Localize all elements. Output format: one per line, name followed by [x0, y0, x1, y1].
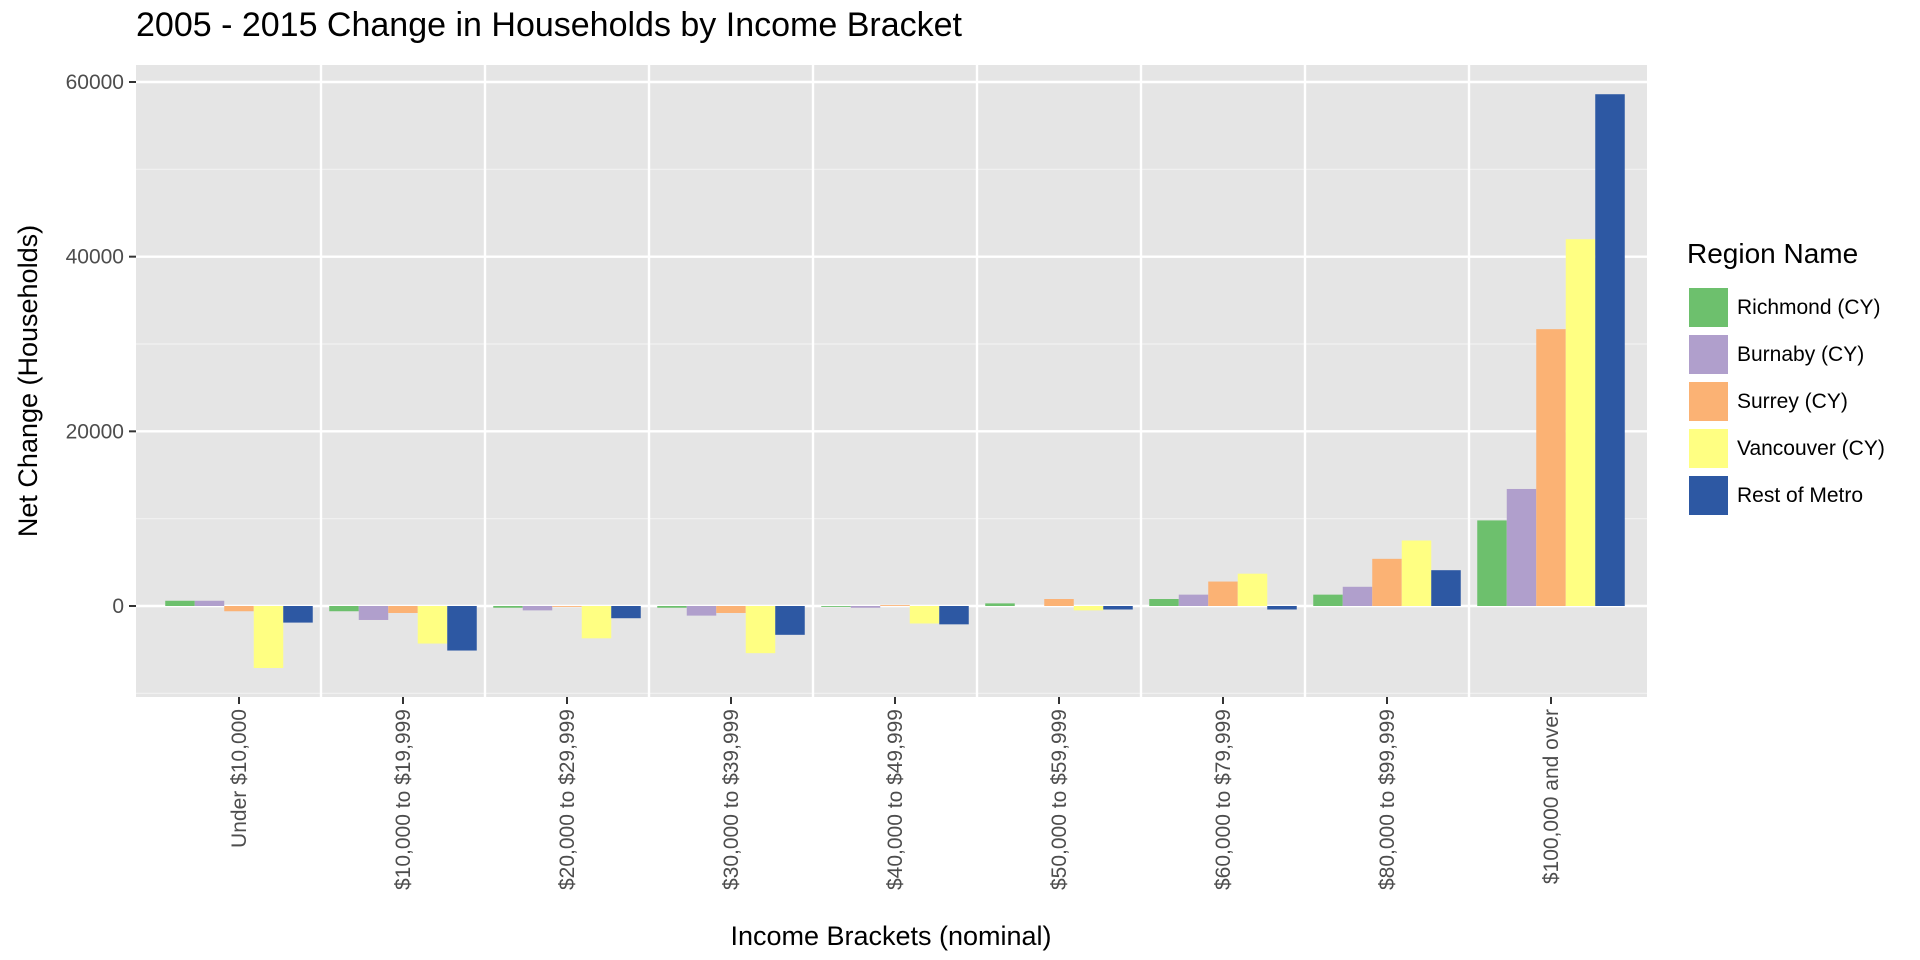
- legend-item: Vancouver (CY): [1687, 425, 1885, 472]
- legend-title: Region Name: [1687, 238, 1859, 269]
- bar: [850, 606, 881, 608]
- legend-item: Rest of Metro: [1687, 472, 1885, 519]
- legend-key: [1687, 286, 1730, 329]
- bar: [775, 606, 805, 635]
- legend-key: [1687, 474, 1730, 517]
- y-tick-label: 0: [112, 595, 124, 618]
- bar: [880, 605, 910, 606]
- y-axis: 0 20000 40000 60000: [66, 71, 136, 618]
- bar: [552, 606, 582, 607]
- bar: [253, 606, 284, 669]
- bar: [581, 606, 612, 639]
- bar: [985, 603, 1015, 606]
- x-axis: Under $10,000 $10,000 to $19,999 $20,000 t…: [228, 697, 1563, 890]
- bar: [1208, 581, 1238, 606]
- y-tick-label: 60000: [66, 71, 124, 94]
- legend-label: Burnaby (CY): [1737, 342, 1865, 366]
- bar: [745, 606, 776, 654]
- bar: [909, 606, 940, 624]
- bar: [611, 606, 641, 619]
- bar: [1431, 570, 1461, 606]
- legend-item: Surrey (CY): [1687, 378, 1885, 425]
- bar: [1073, 606, 1104, 611]
- x-tick-label: $60,000 to $79,999: [1212, 709, 1235, 890]
- bar: [447, 606, 477, 651]
- legend-item: Richmond (CY): [1687, 284, 1885, 331]
- bar: [716, 606, 746, 613]
- x-tick-label: $80,000 to $99,999: [1376, 709, 1399, 890]
- bar: [1267, 606, 1297, 610]
- x-axis-label: Income Brackets (nominal): [730, 921, 1051, 951]
- legend-label: Richmond (CY): [1737, 295, 1881, 319]
- bar: [329, 606, 359, 612]
- grid-minor: [136, 168, 1647, 694]
- legend-key: [1687, 333, 1730, 376]
- x-tick-label: $50,000 to $59,999: [1048, 709, 1071, 890]
- bar: [165, 600, 195, 606]
- bar: [1401, 540, 1432, 606]
- bar: [194, 600, 225, 606]
- legend-key: [1687, 427, 1730, 470]
- bar: [493, 606, 523, 608]
- x-tick-label: Under $10,000: [228, 709, 251, 848]
- bar: [358, 606, 389, 620]
- bar: [1313, 594, 1343, 606]
- bar: [1595, 94, 1625, 606]
- bar: [1477, 520, 1507, 606]
- legend-key: [1687, 380, 1730, 423]
- y-tick-label: 40000: [66, 246, 124, 269]
- bar: [522, 606, 553, 611]
- bar: [283, 606, 313, 623]
- bar: [1565, 239, 1596, 606]
- y-axis-label: Net Change (Households): [13, 225, 43, 537]
- legend-label: Vancouver (CY): [1737, 436, 1885, 460]
- bars: [165, 94, 1625, 669]
- legend-label: Surrey (CY): [1737, 389, 1848, 413]
- legend-label: Rest of Metro: [1737, 483, 1864, 507]
- bar: [224, 606, 254, 612]
- legend-items: Richmond (CY) Burnaby (CY) Surrey (CY) Vanc…: [1687, 284, 1885, 519]
- y-tick-label: 20000: [66, 420, 124, 443]
- bar: [821, 606, 851, 607]
- bar: [657, 606, 687, 608]
- x-tick-label: $10,000 to $19,999: [392, 709, 415, 890]
- bar: [939, 606, 969, 625]
- chart-title: 2005 - 2015 Change in Households by Inco…: [136, 6, 962, 44]
- legend-item: Burnaby (CY): [1687, 331, 1885, 378]
- x-tick-label: $40,000 to $49,999: [884, 709, 907, 890]
- bar: [388, 606, 418, 613]
- x-tick-label: $30,000 to $39,999: [720, 709, 743, 890]
- bar: [1372, 558, 1402, 606]
- bar: [1044, 599, 1074, 606]
- bar: [1178, 594, 1209, 606]
- bar: [1237, 573, 1268, 606]
- bar: [686, 606, 717, 616]
- bar: [1506, 488, 1537, 606]
- legend: Region Name Richmond (CY) Burnaby (CY) Sur…: [1687, 238, 1885, 519]
- bar: [1536, 329, 1566, 606]
- x-tick-label: $100,000 and over: [1540, 709, 1563, 884]
- x-tick-label: $20,000 to $29,999: [556, 709, 579, 890]
- bar: [417, 606, 448, 644]
- bar: [1342, 586, 1373, 606]
- bar: [1149, 599, 1179, 606]
- bar: [1103, 606, 1133, 610]
